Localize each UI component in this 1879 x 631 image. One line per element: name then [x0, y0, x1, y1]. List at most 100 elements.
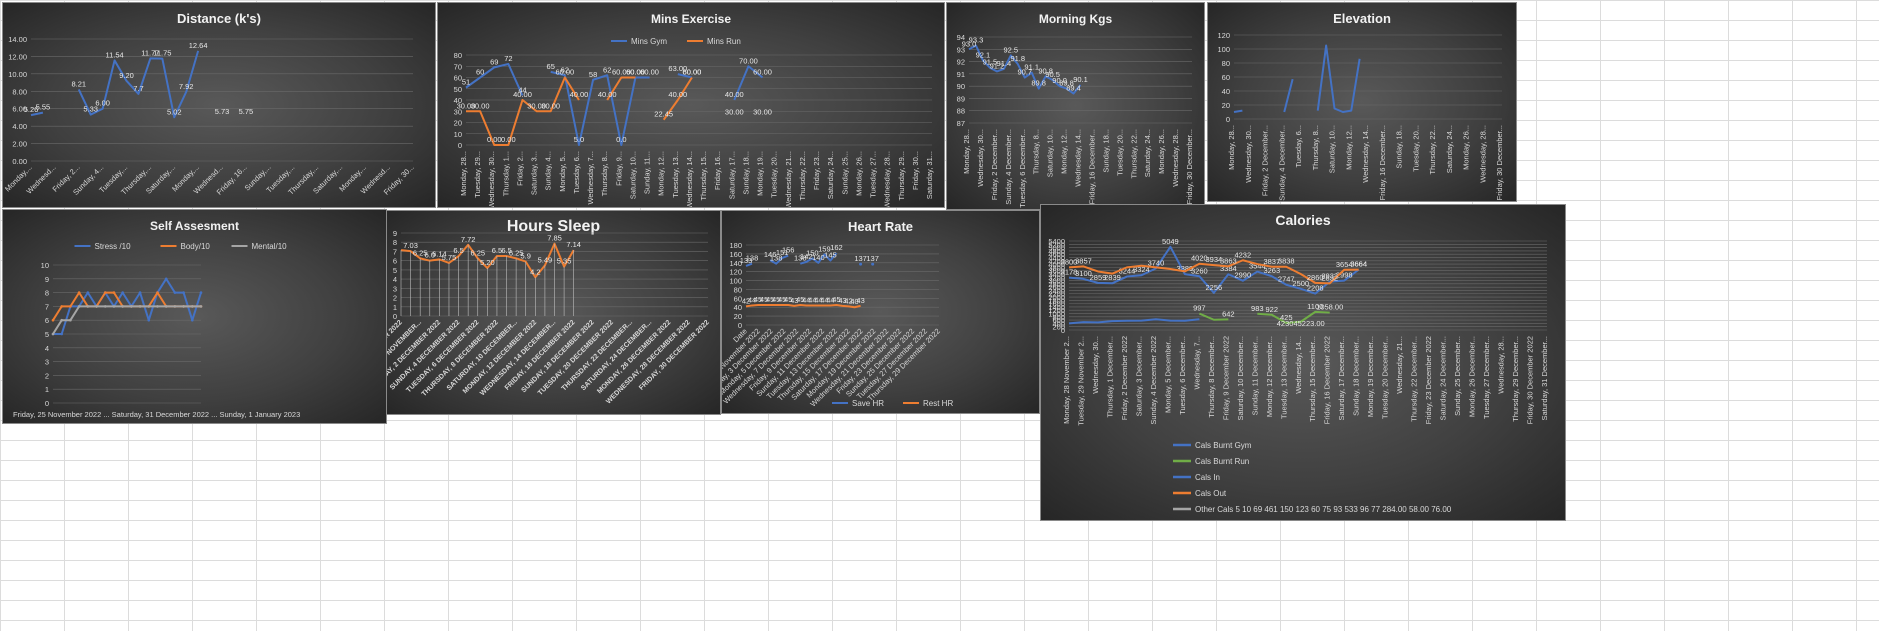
y-tick-label: 600: [1052, 316, 1065, 325]
x-tick-label: Saturday, 17...: [727, 151, 736, 199]
x-tick-label: Sunday, 11 December...: [1250, 336, 1259, 415]
x-tick-label: Thursday, 8...: [600, 151, 609, 196]
x-tick-label: Monday, 26...: [1462, 125, 1471, 170]
data-label: 3664: [1350, 260, 1367, 269]
data-label: 156: [782, 246, 795, 255]
y-tick-label: 10: [41, 261, 49, 270]
x-tick-label: Friday, 30 December 2022: [1526, 336, 1535, 424]
x-tick-label: Monday, 28...: [1227, 125, 1236, 170]
x-tick-label: Wednesday, 30...: [1091, 336, 1100, 394]
data-label: 3838: [1278, 257, 1295, 266]
y-tick-label: 1: [45, 385, 49, 394]
x-tick-label: Saturday, 3 December...: [1134, 336, 1143, 416]
data-label: 2839: [1104, 273, 1121, 282]
x-tick-label: Saturday, 31 December...: [1540, 336, 1549, 421]
data-label: 151: [776, 248, 789, 257]
data-label: 89.4: [1066, 84, 1081, 93]
y-tick-label: 80: [734, 285, 742, 294]
y-tick-label: 20: [734, 312, 742, 321]
data-label: 146: [764, 250, 777, 259]
data-label: 0.0: [616, 135, 626, 144]
x-tick-label: Monday, 26 December...: [1468, 336, 1477, 417]
series-line: [606, 76, 636, 101]
chart-self-assesment: Self Assesment 0 1 2 3 4 5 6 7 8 9 10 Stress /10 Body…: [2, 209, 387, 424]
data-label: 5.35: [557, 257, 572, 266]
x-tick-label: Saturday, 24...: [826, 151, 835, 199]
y-tick-label: 120: [729, 268, 742, 277]
data-label: 8.21: [71, 79, 86, 88]
data-label: 90.1: [1073, 75, 1088, 84]
data-label: 6.5: [501, 246, 511, 255]
data-point: [130, 305, 133, 308]
data-label: 30.00: [725, 107, 744, 116]
chart-title: Hours Sleep: [507, 218, 601, 235]
data-label: 2860: [1307, 273, 1324, 282]
chart-hours-sleep: Hours Sleep 0 1 2 3 4 5 6 7 8 9 7.03 6.25 6.0 6.14 5.75…: [386, 210, 721, 415]
x-tick-label: Thursday, 22 December...: [1410, 336, 1419, 422]
x-tick-label: Tuesday, 6...: [1294, 125, 1303, 168]
data-point: [95, 305, 98, 308]
data-label: 60.00: [753, 68, 772, 77]
data-label: 4020: [1191, 254, 1208, 263]
x-tick-label: Thursday, 15 December...: [1308, 336, 1317, 422]
data-label: 40.00: [598, 90, 617, 99]
y-tick-label: 40: [734, 303, 742, 312]
data-label: 5.73: [215, 107, 230, 116]
x-tick-label: Friday, 30 December...: [1495, 125, 1504, 200]
series-line: [465, 63, 524, 96]
x-tick-label: Tuesday, 20...: [1411, 125, 1420, 172]
y-tick-label: 2200: [1048, 290, 1065, 299]
data-label: 90.5: [1045, 70, 1060, 79]
data-label: 7.14: [566, 240, 581, 249]
data-label: 6.00: [95, 99, 110, 108]
data-label: 90.0: [1052, 76, 1067, 85]
data-label: 133: [740, 256, 753, 265]
y-tick-label: 10.00: [8, 70, 27, 79]
x-tick-label: Tuesday, 20...: [770, 151, 779, 198]
y-tick-label: 0: [1226, 115, 1230, 124]
data-label: 2932: [1321, 272, 1338, 281]
data-label: 45: [784, 295, 792, 304]
y-tick-label: 9: [393, 229, 397, 238]
data-label: 45: [778, 295, 786, 304]
x-tick-label: Thursday, 8...: [1311, 125, 1320, 170]
data-label: 2208: [1307, 284, 1324, 293]
chart-svg-distance: Distance (k's) 0.00 2.00 4.00 6.00 8.00 10.00 1…: [3, 11, 416, 197]
data-point: [190, 318, 194, 322]
x-tick-label: Sunday, 25...: [840, 151, 849, 195]
data-label: 7.85: [547, 234, 562, 243]
data-point: [173, 291, 177, 294]
x-tick-label: Saturday, 10 December...: [1236, 336, 1245, 421]
x-tick-label: Saturday, 10...: [1046, 129, 1055, 177]
x-tick-label: Friday, 23...: [812, 151, 821, 190]
chart-title: Elevation: [1333, 11, 1391, 26]
data-label: 2998: [1336, 271, 1353, 280]
x-tick-label: Friday, 2...: [515, 151, 524, 186]
x-tick-label: Thursday, 22...: [798, 151, 807, 200]
data-point: [164, 277, 168, 281]
x-tick-label: Wednesday, 14...: [685, 151, 694, 207]
data-label: 91.1: [1024, 63, 1039, 72]
chart-calories: Calories 0 200 400 600 800 1000 1200 1400 1600 180…: [1040, 204, 1566, 521]
y-tick-label: 100: [729, 277, 742, 286]
data-label: 11.54: [105, 50, 123, 59]
data-label: 3857: [1075, 256, 1092, 265]
data-point: [173, 305, 177, 308]
x-tick-label: Thursday, 15...: [699, 151, 708, 200]
y-tick-label: 4800: [1048, 247, 1065, 256]
data-label: 9.20: [119, 71, 134, 80]
x-tick-label: Monday, 26...: [854, 151, 863, 196]
series-line: [745, 262, 753, 267]
x-tick-label: Wednesday, 28...: [1478, 125, 1487, 183]
y-tick-label: 3000: [1048, 277, 1065, 286]
data-label: 3389: [1177, 264, 1194, 273]
data-label: 43: [838, 296, 846, 305]
x-tick-label: Saturday, 31...: [925, 151, 934, 199]
data-point: [69, 318, 72, 322]
data-label: 2832: [1321, 273, 1338, 282]
y-tick-label: 4000: [1048, 260, 1065, 269]
data-label: 3800: [1061, 257, 1078, 266]
data-point: [190, 305, 194, 308]
data-label: 30.00: [457, 101, 476, 110]
data-point: [103, 291, 107, 294]
